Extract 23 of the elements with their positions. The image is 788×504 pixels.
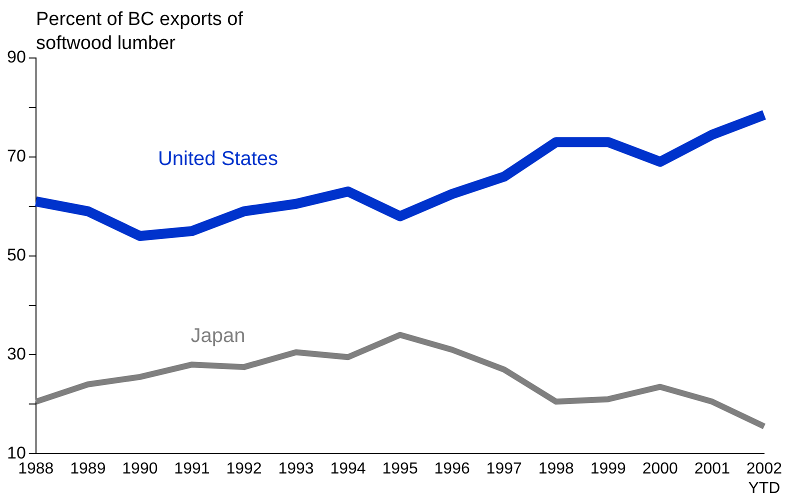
y-tick-label: 10 (6, 443, 26, 462)
x-tick-label: 2002 YTD (746, 460, 782, 497)
x-tick-label: 1991 (174, 460, 210, 478)
x-tick-label: 1988 (18, 460, 54, 478)
x-tick-label: 1997 (486, 460, 522, 478)
x-tick-label: 1999 (590, 460, 626, 478)
x-tick-label: 2001 (694, 460, 730, 478)
x-tick-label: 1989 (70, 460, 106, 478)
x-tick-label: 1993 (278, 460, 314, 478)
y-tick-label: 70 (6, 146, 26, 166)
x-tick-label: 1998 (538, 460, 574, 478)
series-label: United States (158, 148, 278, 170)
x-tick-label: 1996 (434, 460, 470, 478)
x-tick-label: 1990 (122, 460, 158, 478)
y-axis-title: Percent of BC exports of softwood lumber (36, 8, 244, 56)
x-tick-label: 2000 (642, 460, 678, 478)
x-tick-label: 1992 (226, 460, 262, 478)
x-tick-label: 1994 (330, 460, 366, 478)
y-tick-label: 90 (6, 48, 26, 67)
y-tick-label: 50 (6, 245, 26, 264)
series-label: Japan (190, 325, 246, 348)
x-tick-label: 1995 (382, 460, 418, 478)
y-tick-label: 30 (6, 344, 26, 364)
